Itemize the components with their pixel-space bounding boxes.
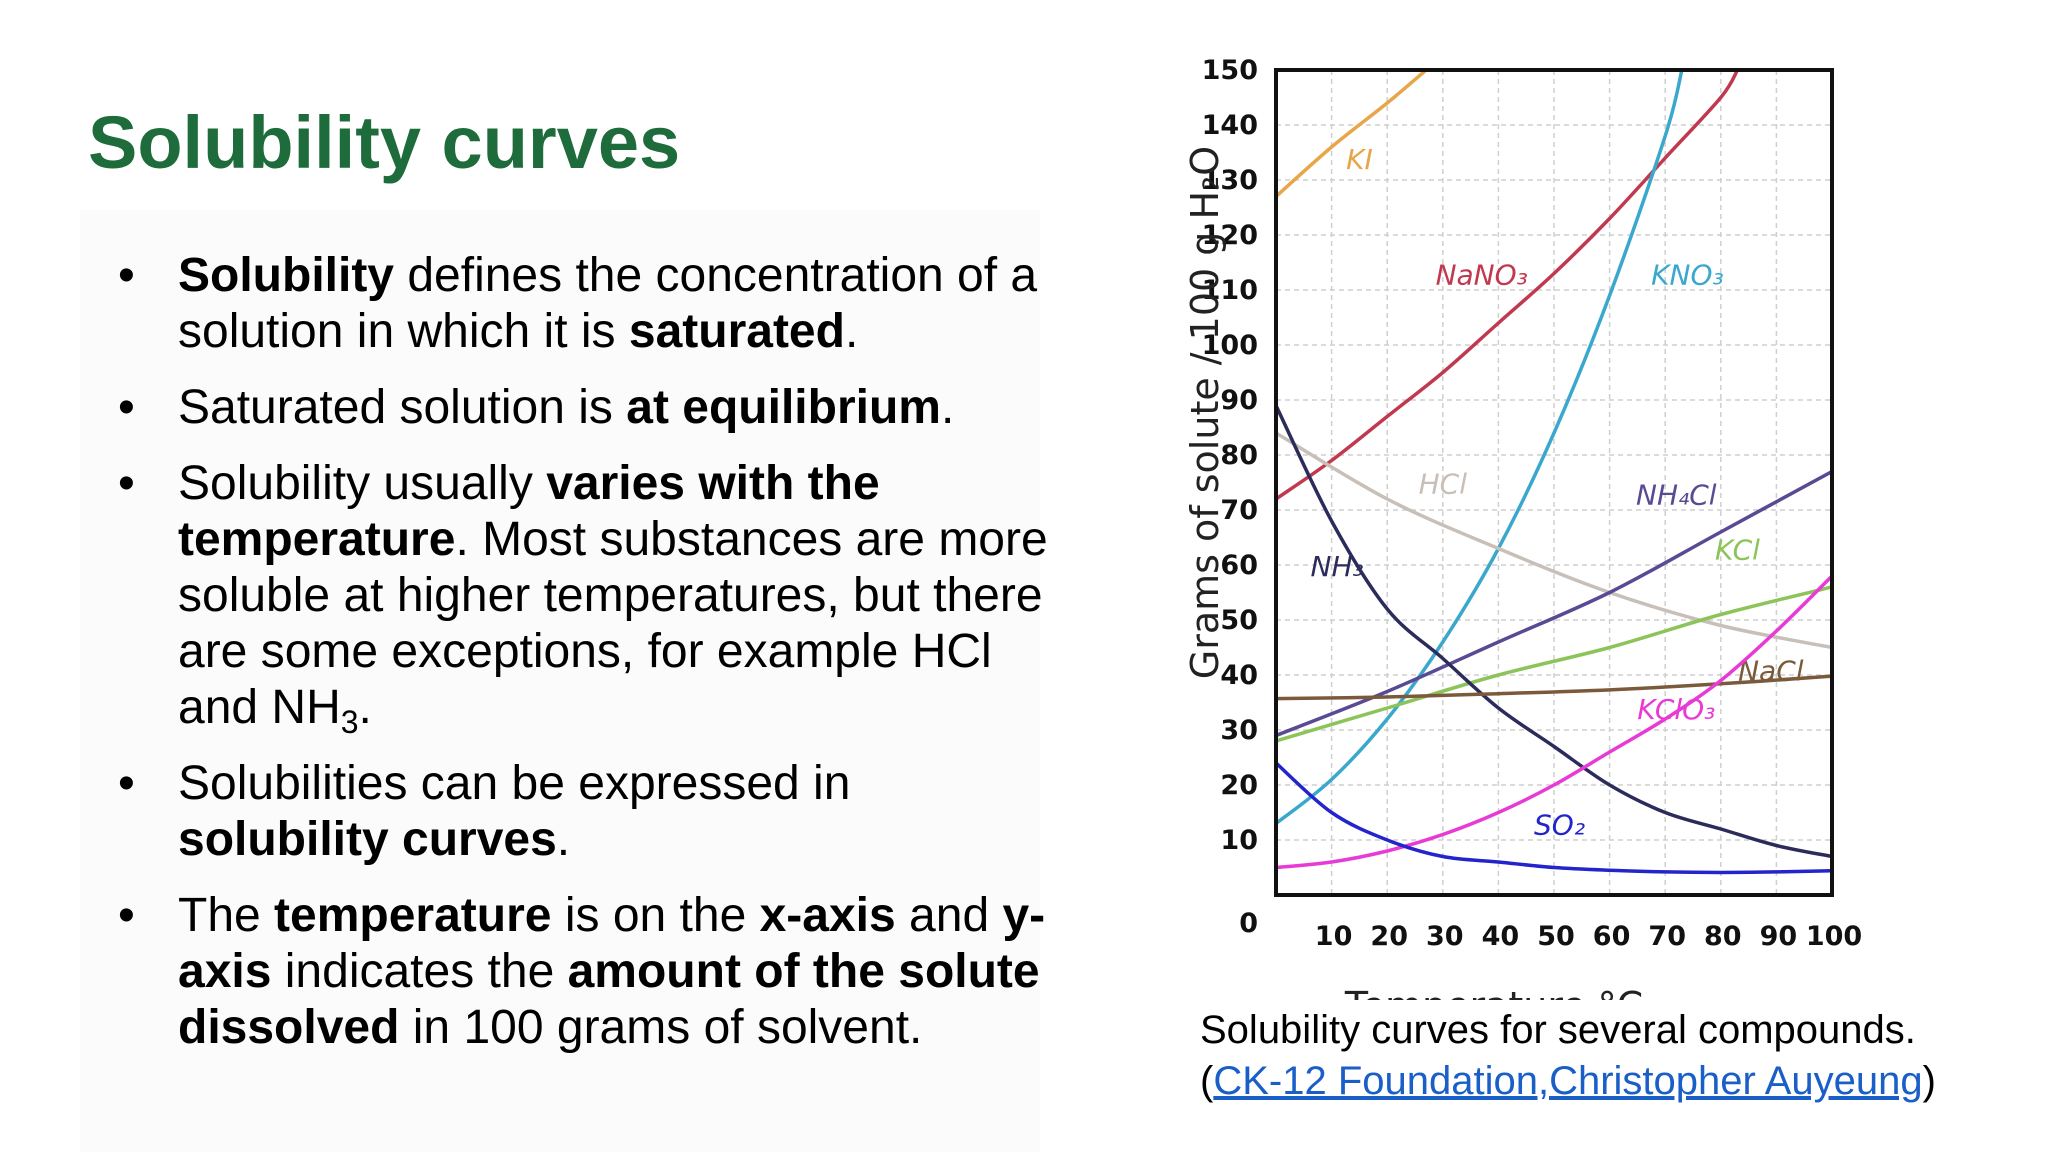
- series-label: NH₄Cl: [1636, 479, 1717, 512]
- series-line-2: [1276, 70, 1684, 825]
- plot-frame: [1274, 68, 1834, 897]
- bullet-text-run: solubility curves: [178, 813, 557, 866]
- slide-title: Solubility curves: [88, 101, 681, 184]
- series-label: KNO₃: [1651, 259, 1724, 292]
- bullet-text-run: Solubility: [178, 249, 394, 302]
- series-line-7: [1276, 674, 1832, 701]
- series-line-5: [1276, 585, 1832, 743]
- y-tick-label: 90: [1220, 385, 1258, 416]
- bullet-item: Solubility defines the concentration of …: [118, 248, 1058, 360]
- y-tick-label: 80: [1220, 440, 1258, 471]
- x-tick-label: 100: [1806, 921, 1862, 952]
- bullet-text-run: .: [556, 813, 571, 866]
- y-tick-label: 70: [1220, 495, 1258, 526]
- chart-svg: KI NaNO₃ KNO₃ HCl NH₄Cl KCl NH₃ NaCl KClO₃ SO₂ 0 10…: [1183, 55, 1862, 1028]
- x-tick-label: 70: [1648, 921, 1686, 952]
- solubility-chart: KI NaNO₃ KNO₃ HCl NH₄Cl KCl NH₃ NaCl KClO₃ SO₂ 0 10…: [1180, 40, 1920, 1028]
- y-tick-label: 40: [1220, 660, 1258, 691]
- x-tick-label: 80: [1704, 921, 1742, 952]
- x-tick-label: 40: [1482, 921, 1520, 952]
- bullet-item: The temperature is on the x-axis and y-a…: [118, 888, 1058, 1056]
- series-label: KI: [1346, 143, 1373, 176]
- bullet-text-run: temperature: [274, 889, 552, 942]
- bullet-text-run: y-axis: [178, 889, 1046, 998]
- y-tick-label: 60: [1220, 550, 1258, 581]
- bullet-item: Saturated solution is at equilibrium.: [118, 380, 1058, 436]
- bullet-text-run: in 100 grams of solvent.: [399, 1001, 923, 1054]
- series-label: KCl: [1715, 534, 1760, 567]
- bullet-text-run: varies with the temperature: [178, 457, 880, 566]
- series-label: KClO₃: [1637, 693, 1715, 726]
- series-label: SO₂: [1534, 809, 1585, 842]
- bullet-text-run: indicates the: [271, 945, 568, 998]
- bullet-text-run: Solubility usually: [178, 457, 547, 510]
- x-tick-label: 20: [1370, 921, 1408, 952]
- series-line-3: [1276, 431, 1832, 650]
- bullet-list: Solubility defines the concentration of …: [118, 248, 1058, 1076]
- series-line-9: [1276, 761, 1832, 875]
- bullet-text-run: defines the concentration of a solution …: [178, 249, 1038, 358]
- y-tick-label: 110: [1202, 275, 1258, 306]
- bullet-text-run: 3: [340, 704, 359, 740]
- x-tick-label: 90: [1760, 921, 1798, 952]
- bullet-item: Solubilities can be expressed in solubil…: [118, 756, 1058, 868]
- bullet-text-run: .: [844, 305, 859, 358]
- series-label: HCl: [1419, 468, 1468, 501]
- bullet-text-run: and: [895, 889, 1003, 942]
- y-axis-label: Grams of solute / 100 g H₂O: [1183, 146, 1227, 679]
- bullet-text-run: .: [940, 381, 955, 434]
- y-tick-label: 130: [1202, 165, 1258, 196]
- x-tick-label: 60: [1593, 921, 1631, 952]
- x-tick-label: 30: [1426, 921, 1464, 952]
- y-tick-label: 50: [1220, 605, 1258, 636]
- bullet-text-run: Solubilities can be expressed in: [178, 757, 851, 810]
- y-tick-label: 20: [1220, 770, 1258, 801]
- x-tick-label: 50: [1537, 921, 1575, 952]
- x-axis-label: Temperature °C: [1344, 984, 1643, 1000]
- series-line-0: [1276, 70, 1428, 198]
- series-line-6: [1276, 404, 1832, 859]
- bullet-text-run: x-axis: [759, 889, 896, 942]
- series-label: NaNO₃: [1436, 259, 1528, 292]
- y-tick-label: 30: [1220, 715, 1258, 746]
- bullet-text-run: . Most substances are more soluble at hi…: [178, 513, 1048, 734]
- y-tick-label: 150: [1202, 55, 1258, 86]
- series-line-1: [1276, 70, 1740, 501]
- series-line-4: [1276, 469, 1832, 738]
- y-tick-label: 10: [1220, 825, 1258, 856]
- caption-open-paren: (: [1200, 1059, 1214, 1103]
- caption-text: Solubility curves for several compounds.: [1200, 1008, 1916, 1052]
- y-tick-label: 100: [1202, 330, 1258, 361]
- bullet-text-run: saturated: [628, 305, 845, 358]
- y-tick-label: 0: [1239, 908, 1258, 939]
- bullet-text-run: at equilibrium: [626, 381, 941, 434]
- figure-caption: Solubility curves for several compounds.…: [1200, 1005, 2020, 1107]
- bullet-item: Solubility usually varies with the tempe…: [118, 456, 1058, 738]
- bullet-text-run: is on the: [551, 889, 760, 942]
- y-tick-label: 140: [1202, 110, 1258, 141]
- bullet-text-run: Saturated solution is: [178, 381, 627, 434]
- series-label: NH₃: [1311, 550, 1364, 583]
- series-line-8: [1276, 574, 1832, 870]
- x-tick-label: 10: [1315, 921, 1353, 952]
- bullet-text-run: amount of the solute dissolved: [178, 945, 1040, 1054]
- source-link[interactable]: CK-12 Foundation,Christopher Auyeung: [1213, 1059, 1923, 1103]
- series-label: NaCl: [1738, 655, 1804, 688]
- y-tick-label: 120: [1202, 220, 1258, 251]
- bullet-text-run: The: [178, 889, 275, 942]
- caption-close-paren: ): [1922, 1059, 1936, 1103]
- bullet-text-run: .: [358, 681, 372, 734]
